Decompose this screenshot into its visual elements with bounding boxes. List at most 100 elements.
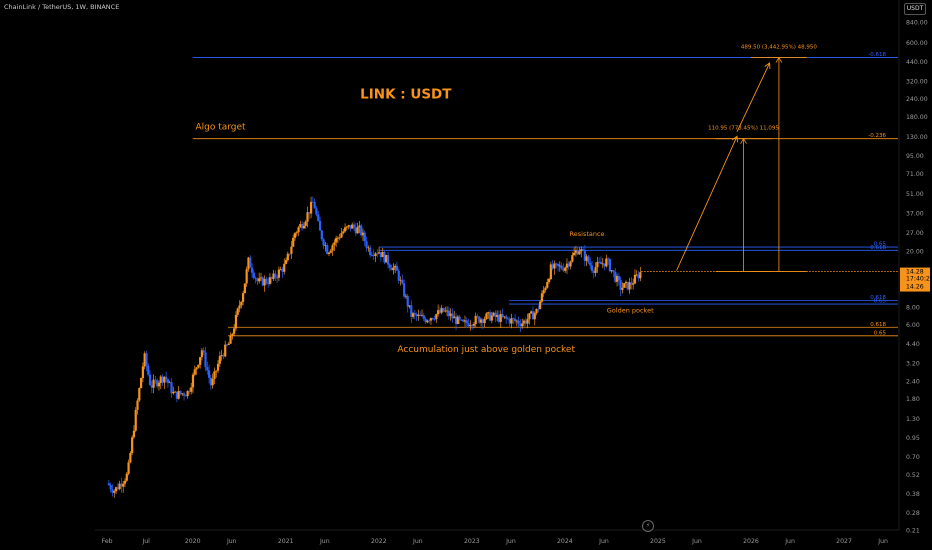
candle-body	[274, 273, 277, 278]
candle-body	[497, 314, 501, 322]
candle-body	[320, 230, 323, 240]
candle-body	[578, 251, 581, 255]
candle-body	[193, 369, 196, 375]
candle-body	[347, 225, 350, 227]
candle-body	[530, 311, 533, 314]
candle-body	[172, 391, 175, 394]
candle-body	[403, 283, 406, 297]
candle-body	[190, 387, 193, 392]
candle-body	[111, 489, 114, 493]
y-tick-label: 1.30	[906, 416, 920, 423]
candle-body	[313, 202, 316, 209]
candle-body	[295, 232, 298, 234]
candle-body	[587, 256, 590, 263]
candle-body	[345, 226, 348, 228]
candle-body	[233, 328, 236, 334]
candle-body	[181, 393, 184, 395]
candle-body	[478, 316, 481, 323]
candle-body	[247, 257, 250, 270]
annotation-label: Golden pocket	[607, 307, 654, 315]
candle-body	[426, 320, 429, 323]
candle-body	[127, 462, 130, 474]
y-tick-label: 0.21	[906, 528, 920, 535]
candle-body	[279, 269, 282, 270]
candle-body	[372, 255, 375, 256]
y-tick-label: 2.40	[906, 378, 920, 385]
current-price-value: 14.28	[906, 269, 924, 276]
candle-body	[607, 258, 610, 260]
candle-body	[476, 315, 479, 317]
candle-body	[556, 263, 560, 266]
candle-body	[225, 344, 229, 346]
candle-body	[134, 409, 137, 431]
candle-body	[256, 278, 259, 282]
candle-body	[258, 278, 261, 282]
currency-button[interactable]: USDT	[904, 3, 926, 15]
candle-body	[531, 311, 535, 320]
candle-body	[245, 269, 248, 284]
candle-body	[261, 277, 264, 286]
x-tick-label: Jun	[505, 538, 516, 545]
x-tick-label: 2024	[557, 538, 573, 545]
candle-body	[216, 363, 220, 371]
candle-body	[442, 308, 445, 312]
candle-body	[429, 318, 433, 321]
y-tick-label: 320.00	[906, 79, 928, 86]
candle-body	[431, 318, 434, 319]
measure-label: 110.95 (773.45%) 11,095	[708, 126, 779, 132]
y-tick-label: 0.28	[906, 510, 920, 517]
candle-body	[252, 272, 255, 278]
y-tick-label: 51.00	[906, 191, 924, 198]
candle-body	[147, 365, 150, 375]
candle-body	[361, 232, 365, 236]
candle-body	[317, 214, 320, 221]
candle-body	[410, 305, 413, 317]
candle-body	[537, 308, 540, 310]
fib-level-label: -0.618	[868, 52, 886, 58]
candle-body	[200, 350, 204, 358]
candle-body	[488, 312, 492, 321]
x-tick-label: Feb	[102, 538, 113, 545]
annotation-label: Accumulation just above golden pocket	[397, 345, 575, 355]
candle-body	[315, 208, 318, 215]
candle-body	[327, 252, 331, 255]
bolt-icon[interactable]: ⚡	[642, 520, 654, 532]
candle-body	[369, 247, 372, 256]
x-tick-label: 2022	[371, 538, 387, 545]
candle-body	[209, 377, 212, 386]
candle-body	[329, 250, 332, 253]
candle-body	[583, 250, 586, 261]
candle-body	[551, 264, 554, 269]
candle-body	[623, 283, 626, 288]
candle-body	[517, 320, 520, 324]
candle-body	[114, 487, 118, 492]
candle-body	[120, 483, 123, 487]
candle-body	[515, 320, 518, 322]
y-tick-label: 1.80	[906, 396, 920, 403]
candle-body	[241, 293, 245, 302]
candle-body	[156, 380, 159, 387]
x-tick-label: Jun	[784, 538, 795, 545]
candle-body	[184, 395, 187, 397]
candle-body	[435, 314, 438, 320]
candle-body	[374, 253, 377, 256]
x-tick-label: 2027	[836, 538, 852, 545]
candle-body	[148, 374, 152, 386]
fib-level-label: 0.65	[874, 242, 887, 248]
candle-body	[576, 250, 579, 255]
candle-body	[302, 225, 306, 229]
y-tick-label: 37.00	[906, 211, 924, 218]
candle-body	[413, 313, 416, 315]
candle-body	[567, 263, 570, 267]
candle-body	[444, 310, 447, 312]
candle-body	[454, 316, 458, 324]
candle-body	[481, 319, 484, 324]
candle-body	[569, 261, 572, 267]
candle-body	[343, 227, 347, 232]
candle-body	[383, 251, 386, 263]
x-tick-label: 2023	[464, 538, 480, 545]
candle-body	[299, 223, 302, 228]
candle-body	[308, 212, 311, 214]
current-price-badge	[900, 267, 930, 292]
